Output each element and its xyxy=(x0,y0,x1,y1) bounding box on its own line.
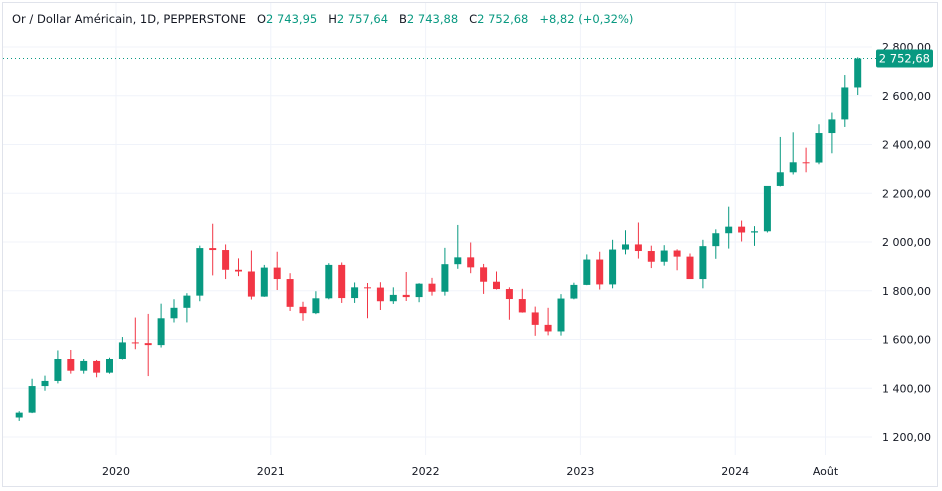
candle-body xyxy=(673,250,681,257)
candle-body xyxy=(622,244,629,250)
candle-body xyxy=(351,287,359,299)
candle-body xyxy=(660,250,668,262)
candle-body xyxy=(789,162,797,173)
candle-body xyxy=(441,264,449,292)
time-tick-label: Août xyxy=(813,465,839,478)
symbol-legend: Or / Dollar Américain, 1D, PEPPERSTONE O… xyxy=(12,12,633,26)
time-tick-label: 2024 xyxy=(721,465,749,478)
time-tick-label: 2021 xyxy=(257,465,285,478)
candle-body xyxy=(518,299,526,313)
candle-body xyxy=(131,342,139,344)
last-price-label: 2 752,68 xyxy=(879,52,930,66)
candle-body xyxy=(854,58,862,88)
candle-body xyxy=(338,264,346,299)
candle-body xyxy=(183,295,191,308)
candle-body xyxy=(776,172,784,186)
high-label: H xyxy=(328,12,337,26)
candle-body xyxy=(93,360,101,373)
candle-body xyxy=(364,287,371,289)
close-label: C xyxy=(469,12,478,26)
candle-body xyxy=(415,283,423,298)
change-value: +8,82 (+0,32%) xyxy=(539,12,634,26)
candle-body xyxy=(299,306,307,314)
time-axis: 2020 2021 2022 2023 2024 Août xyxy=(102,465,839,478)
grid xyxy=(3,3,872,455)
low-label: B xyxy=(399,12,407,26)
candle-body xyxy=(170,307,178,319)
candle-body xyxy=(376,287,384,302)
candle-body xyxy=(738,226,746,233)
candle-body xyxy=(312,298,320,314)
candle-body xyxy=(28,386,36,413)
candle-body xyxy=(286,279,294,307)
candle-body xyxy=(725,226,733,234)
candle-body xyxy=(196,248,204,296)
candle-body xyxy=(815,133,823,163)
price-tick-label: 1 800,00 xyxy=(882,285,931,298)
last-price-badge xyxy=(876,49,933,68)
time-tick-label: 2020 xyxy=(102,465,130,478)
candle-body xyxy=(209,248,217,251)
candle-body xyxy=(467,257,475,268)
price-tick-label: 2 200,00 xyxy=(882,187,931,200)
candle-body xyxy=(67,359,75,371)
candle-body xyxy=(505,289,513,300)
candle-body xyxy=(712,233,720,247)
price-tick-label: 2 000,00 xyxy=(882,236,931,249)
price-tick-label: 1 200,00 xyxy=(882,431,931,444)
candle-body xyxy=(157,318,165,346)
high-value: 2 757,64 xyxy=(336,12,389,26)
candle-body xyxy=(763,185,771,232)
candle-body xyxy=(841,87,849,120)
candle-body xyxy=(118,342,126,359)
candle-body xyxy=(454,257,462,265)
candle-body xyxy=(273,267,281,280)
candle-body xyxy=(222,250,230,270)
candle-body xyxy=(544,324,552,332)
candle-body xyxy=(235,269,242,272)
candle-body xyxy=(402,294,410,298)
candle-body xyxy=(751,231,758,233)
candle-body xyxy=(647,251,655,262)
price-tick-label: 2 400,00 xyxy=(882,139,931,152)
candle-body xyxy=(570,284,578,299)
candle-body xyxy=(80,360,88,371)
candle-body xyxy=(634,244,642,252)
candle-body xyxy=(54,359,62,381)
close-value: 2 752,68 xyxy=(477,12,529,26)
low-value: 2 743,88 xyxy=(406,12,459,26)
candle-body xyxy=(557,298,565,332)
candle-body xyxy=(247,271,255,297)
candle-body xyxy=(106,359,113,373)
price-tick-label: 1 400,00 xyxy=(882,382,931,395)
candle-body xyxy=(828,119,836,134)
price-tick-label: 2 600,00 xyxy=(882,90,931,103)
candle-body xyxy=(389,294,397,302)
candle-body xyxy=(15,412,23,418)
candle-body xyxy=(609,249,617,285)
candle-body xyxy=(596,259,604,285)
candle-body xyxy=(428,283,436,292)
open-value: 2 743,95 xyxy=(266,12,318,26)
candle-body xyxy=(325,264,333,299)
candle-body xyxy=(144,343,152,346)
price-axis: 1 200,00 1 400,00 1 600,00 1 800,00 2 000,00… xyxy=(882,41,931,444)
open-label: O xyxy=(256,12,266,26)
candle-body xyxy=(493,281,500,290)
candle-body xyxy=(699,246,707,280)
price-tick-label: 1 600,00 xyxy=(882,334,931,347)
time-tick-label: 2022 xyxy=(412,465,440,478)
candle-body xyxy=(686,256,694,280)
candle-body xyxy=(583,259,591,285)
candle-body xyxy=(41,380,49,387)
candle-body xyxy=(480,267,488,282)
candles xyxy=(15,57,862,421)
candle-body xyxy=(802,162,810,164)
candle-body xyxy=(531,312,539,325)
symbol-title: Or / Dollar Américain, 1D, PEPPERSTONE xyxy=(12,12,246,26)
candle-body xyxy=(260,267,268,297)
time-tick-label: 2023 xyxy=(566,465,594,478)
